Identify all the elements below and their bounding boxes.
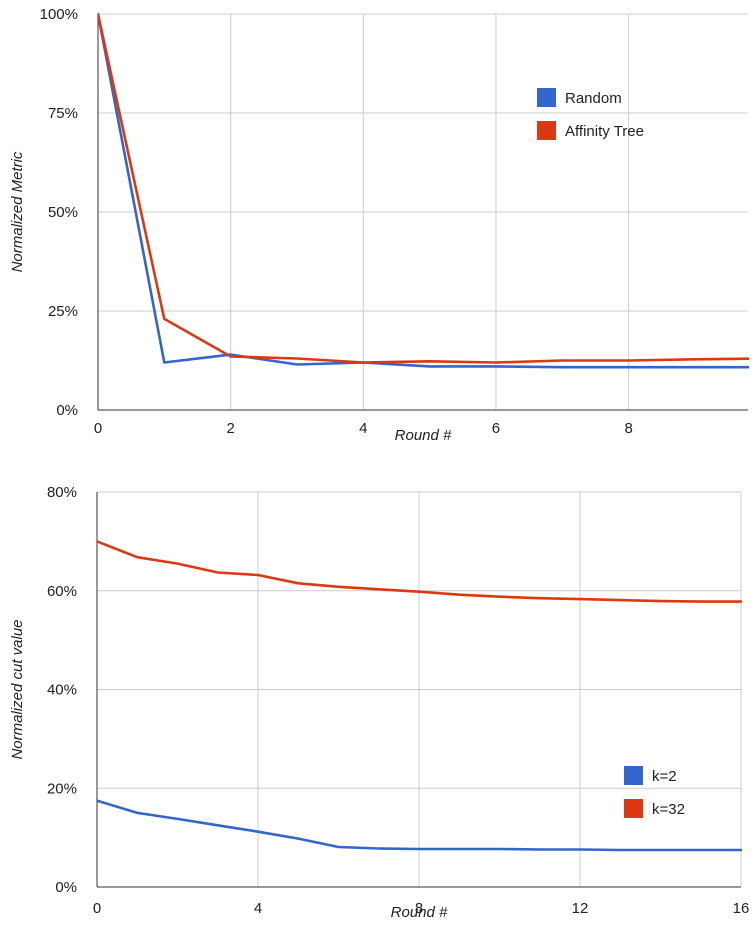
- legend-swatch: [624, 799, 643, 818]
- x-axis-title: Round #: [391, 904, 448, 921]
- y-axis-title: Normalized Metric: [9, 151, 26, 272]
- legend: Random Affinity Tree: [537, 88, 644, 140]
- series-group: [97, 540, 742, 852]
- x-tick-label: 0: [93, 900, 101, 917]
- y-tick-label: 20%: [47, 780, 77, 797]
- series-line-affinity-tree: [98, 12, 749, 364]
- y-tick-label: 25%: [48, 303, 78, 320]
- normalized-metric-chart: 0% 25% 50% 75% 100% 0 2 4 6 8 Round # Normalized Me…: [9, 6, 749, 444]
- x-tick-label: 8: [624, 420, 632, 437]
- y-axis-title: Normalized cut value: [9, 619, 26, 759]
- x-tick-label: 0: [94, 420, 102, 437]
- y-tick-label: 50%: [48, 204, 78, 221]
- y-tick-label: 40%: [47, 682, 77, 699]
- x-tick-label: 4: [359, 420, 367, 437]
- x-tick-label: 12: [572, 900, 589, 917]
- legend: k=2 k=32: [624, 766, 685, 818]
- x-tick-label: 16: [733, 900, 750, 917]
- legend-label: Random: [565, 90, 622, 107]
- y-tick-label: 75%: [48, 105, 78, 122]
- series-line-random: [98, 12, 749, 369]
- legend-label: k=32: [652, 801, 685, 818]
- x-tick-label: 4: [254, 900, 262, 917]
- x-tick-label: 2: [226, 420, 234, 437]
- legend-label: k=2: [652, 768, 677, 785]
- legend-label: Affinity Tree: [565, 123, 644, 140]
- x-tick-label: 6: [492, 420, 500, 437]
- legend-swatch: [537, 88, 556, 107]
- series-line-k-2: [97, 799, 742, 852]
- y-tick-label: 60%: [47, 583, 77, 600]
- y-tick-label: 0%: [56, 402, 78, 419]
- y-tick-label: 80%: [47, 484, 77, 501]
- normalized-cut-value-chart: 0% 20% 40% 60% 80% 0 4 8 12 16 Round # Normalized c…: [9, 484, 749, 921]
- y-tick-label: 0%: [55, 879, 77, 896]
- legend-swatch: [624, 766, 643, 785]
- series-group: [98, 12, 749, 369]
- legend-swatch: [537, 121, 556, 140]
- y-tick-label: 100%: [40, 6, 78, 23]
- x-tick-label: 8: [415, 900, 423, 917]
- x-axis-title: Round #: [395, 427, 452, 444]
- series-line-k-32: [97, 540, 742, 603]
